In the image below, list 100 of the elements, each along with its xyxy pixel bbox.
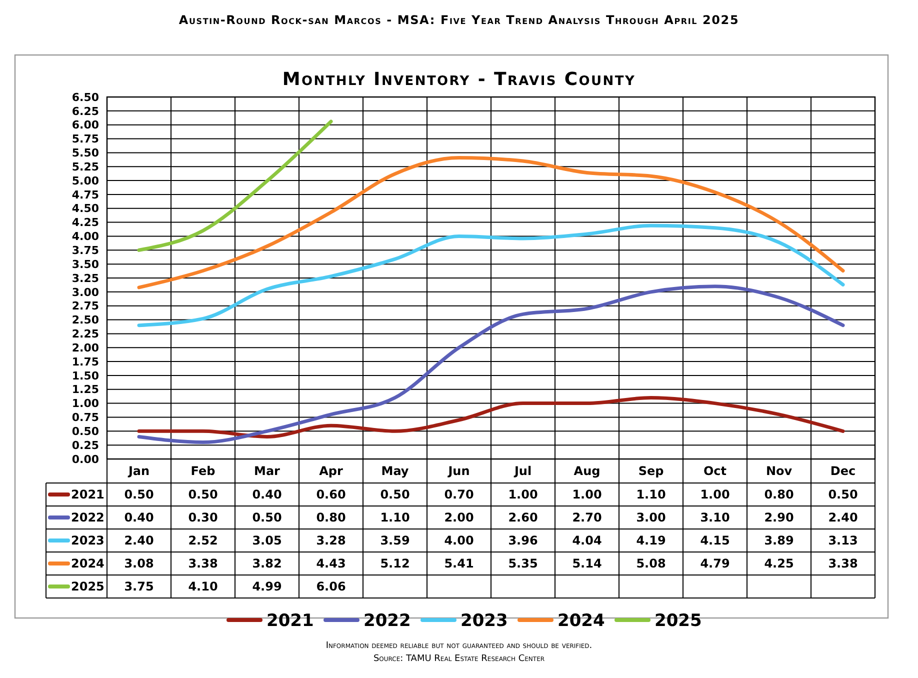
y-tick-label: 0.00	[72, 452, 100, 466]
data-label: 1.00	[700, 488, 730, 502]
x-tick-label: Dec	[830, 464, 856, 478]
data-label: 0.40	[252, 488, 282, 502]
data-label: 3.10	[700, 510, 730, 525]
y-tick-label: 4.25	[72, 216, 99, 230]
x-tick-label: Sep	[638, 464, 664, 478]
data-label: 1.10	[636, 488, 666, 502]
x-tick-label: Oct	[703, 464, 727, 478]
data-label: 0.50	[188, 488, 218, 502]
data-label: 0.70	[444, 488, 474, 502]
line-series	[137, 284, 845, 444]
data-label: 0.50	[252, 510, 282, 525]
data-label: 4.99	[252, 580, 282, 594]
x-tick-label: Apr	[319, 464, 343, 478]
data-label: 4.43	[316, 556, 346, 571]
data-label: 5.14	[572, 556, 602, 571]
y-tick-label: 6.25	[72, 104, 99, 118]
y-tick-label: 3.00	[72, 286, 100, 299]
data-label: 3.08	[124, 556, 154, 571]
data-label: 2.60	[508, 510, 538, 525]
y-tick-label: 3.25	[72, 272, 99, 285]
text: 2023	[460, 610, 508, 631]
chart-subtitle: Austin-Round Rock-san Marcos - MSA: Five Year Trend Analysis Through April 2025	[178, 13, 740, 27]
data-label: 0.50	[124, 488, 154, 502]
legend-label: 2022	[71, 510, 104, 525]
data-label: 1.00	[572, 488, 602, 502]
y-tick-label: 0.50	[72, 425, 100, 438]
y-tick-label: 1.25	[72, 383, 99, 396]
y-tick-label: 4.00	[72, 230, 100, 244]
x-tick-label: Feb	[190, 464, 216, 478]
data-label: 0.80	[764, 488, 794, 502]
y-tick-label: 2.50	[72, 314, 100, 327]
data-label: 3.05	[252, 534, 282, 548]
data-label: 0.30	[188, 510, 218, 525]
y-tick-label: 6.00	[72, 118, 100, 132]
y-tick-label: 1.50	[72, 369, 100, 382]
data-label: 3.13	[828, 534, 858, 548]
y-tick-label: 2.00	[72, 341, 100, 354]
data-label: 2.70	[572, 510, 602, 525]
data-label: 2.40	[124, 534, 154, 548]
data-label: 3.38	[828, 556, 858, 571]
y-tick-label: 3.50	[72, 258, 100, 271]
data-label: 5.12	[380, 556, 410, 571]
data-label: 0.60	[316, 488, 346, 502]
data-label: 2.90	[764, 510, 794, 525]
data-label: 4.25	[764, 556, 794, 571]
legend-label: 2024	[71, 556, 104, 571]
x-tick-label: Jan	[127, 464, 150, 478]
data-label: 4.04	[572, 534, 602, 548]
y-tick-label: 5.75	[72, 132, 99, 146]
data-label: 2.40	[828, 510, 858, 525]
y-tick-label: 2.75	[72, 300, 99, 313]
x-tick-label: Jun	[447, 464, 470, 478]
x-tick-label: May	[381, 464, 409, 478]
data-label: 4.10	[188, 580, 218, 594]
data-label: 4.19	[636, 534, 666, 548]
x-tick-label: Mar	[254, 464, 280, 478]
data-label: 3.59	[380, 534, 410, 548]
y-tick-label: 3.75	[72, 244, 99, 258]
y-tick-label: 0.75	[72, 411, 99, 424]
x-tick-label: Nov	[766, 464, 792, 478]
data-label: 0.50	[828, 488, 858, 502]
data-label: 0.50	[380, 488, 410, 502]
y-tick-label: 6.50	[72, 90, 100, 104]
data-label: 1.10	[380, 510, 410, 525]
data-label: 5.41	[444, 556, 474, 571]
source-note: Source: TAMU Real Estate Research Center	[373, 654, 545, 664]
y-tick-label: 2.25	[72, 328, 99, 341]
text: Information deemed reliable but not guaranteed and should be verified.	[326, 641, 592, 651]
data-label: 2.52	[188, 534, 218, 548]
text: 2024	[558, 610, 605, 631]
text: 2025	[654, 610, 702, 631]
data-label: 2.00	[444, 510, 474, 525]
chart-title: Monthly Inventory - Travis County	[282, 69, 636, 90]
text: 2022	[364, 610, 411, 631]
y-tick-label: 4.75	[72, 188, 99, 202]
line-series	[137, 396, 845, 438]
y-tick-label: 1.75	[72, 355, 99, 368]
line-series	[137, 156, 845, 290]
x-tick-label: Aug	[574, 464, 600, 478]
y-tick-label: 5.00	[72, 174, 100, 188]
data-label: 1.00	[508, 488, 538, 502]
y-tick-label: 0.25	[72, 438, 99, 452]
data-label: 4.79	[700, 556, 730, 571]
line-series	[137, 224, 845, 328]
data-label: 3.38	[188, 556, 218, 571]
data-label: 3.00	[636, 510, 666, 525]
data-label: 6.06	[316, 580, 346, 594]
data-label: 0.80	[316, 510, 346, 525]
data-label: 4.15	[700, 534, 730, 548]
line-series	[137, 120, 333, 252]
data-label: 3.75	[124, 580, 154, 594]
data-label: 3.28	[316, 534, 346, 548]
data-label: 4.00	[444, 534, 474, 548]
legend-label: 2021	[71, 488, 104, 502]
data-label: 5.35	[508, 556, 538, 571]
data-label: 3.89	[764, 534, 794, 548]
data-label: 3.82	[252, 556, 282, 571]
y-tick-label: 1.00	[72, 397, 100, 410]
